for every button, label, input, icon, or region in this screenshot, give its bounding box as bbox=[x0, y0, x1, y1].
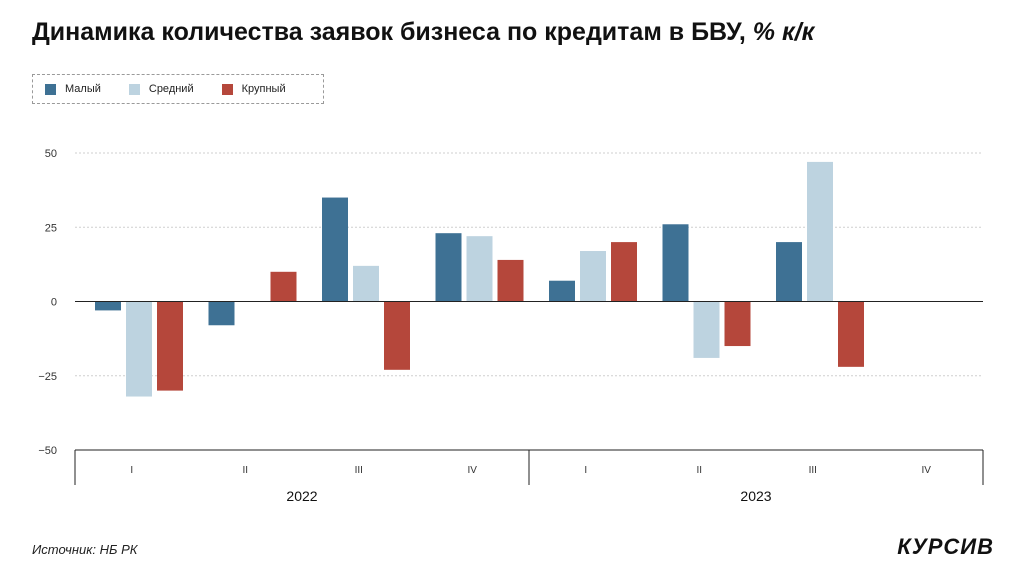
bar bbox=[95, 301, 121, 311]
bar bbox=[580, 251, 606, 302]
bar bbox=[435, 233, 462, 302]
x-tick-label: II bbox=[242, 465, 248, 476]
legend-swatch-small bbox=[45, 83, 56, 95]
chart-title-main: Динамика количества заявок бизнеса по кр… bbox=[32, 18, 746, 46]
bar bbox=[157, 301, 183, 391]
x-tick-label: III bbox=[809, 465, 817, 476]
legend-item-medium: Средний bbox=[128, 83, 194, 95]
x-tick-label: II bbox=[696, 465, 702, 476]
bar bbox=[549, 280, 575, 302]
bar bbox=[497, 259, 524, 302]
y-tick-label: −25 bbox=[38, 371, 57, 383]
x-group-label: 2022 bbox=[286, 488, 317, 504]
legend-label-medium: Средний bbox=[148, 83, 194, 95]
bar bbox=[724, 301, 751, 347]
bar bbox=[662, 224, 689, 302]
bar bbox=[693, 301, 720, 358]
bar bbox=[208, 301, 235, 326]
bar bbox=[270, 271, 297, 302]
chart-title: Динамика количества заявок бизнеса по кр… bbox=[32, 18, 814, 47]
bar bbox=[322, 197, 348, 302]
y-tick-label: 25 bbox=[45, 222, 57, 234]
kursiv-logo: КУРСИВ bbox=[897, 534, 994, 559]
x-tick-label: I bbox=[130, 465, 133, 476]
x-tick-label: I bbox=[584, 465, 587, 476]
bar bbox=[466, 236, 493, 302]
legend-label-small: Малый bbox=[65, 83, 101, 95]
bar bbox=[384, 301, 410, 370]
x-tick-label: IV bbox=[468, 465, 478, 476]
legend: Малый Средний Крупный bbox=[32, 74, 324, 104]
y-tick-label: 50 bbox=[45, 148, 57, 160]
y-tick-label: −50 bbox=[38, 445, 57, 457]
bar bbox=[838, 301, 864, 367]
chart-title-unit: % к/к bbox=[752, 18, 815, 46]
bar bbox=[126, 301, 152, 397]
legend-swatch-large bbox=[221, 83, 233, 95]
source-note: Источник: НБ РК bbox=[32, 542, 138, 557]
x-tick-label: III bbox=[355, 465, 363, 476]
legend-swatch-medium bbox=[128, 83, 140, 95]
x-group-label: 2023 bbox=[740, 488, 771, 504]
legend-item-large: Крупный bbox=[221, 83, 286, 95]
bar bbox=[353, 265, 379, 302]
bar bbox=[611, 242, 637, 302]
bar bbox=[807, 161, 833, 302]
y-tick-label: 0 bbox=[51, 297, 57, 309]
legend-label-large: Крупный bbox=[241, 83, 286, 95]
bar bbox=[776, 242, 802, 302]
x-tick-label: IV bbox=[922, 465, 932, 476]
legend-item-small: Малый bbox=[45, 83, 101, 95]
